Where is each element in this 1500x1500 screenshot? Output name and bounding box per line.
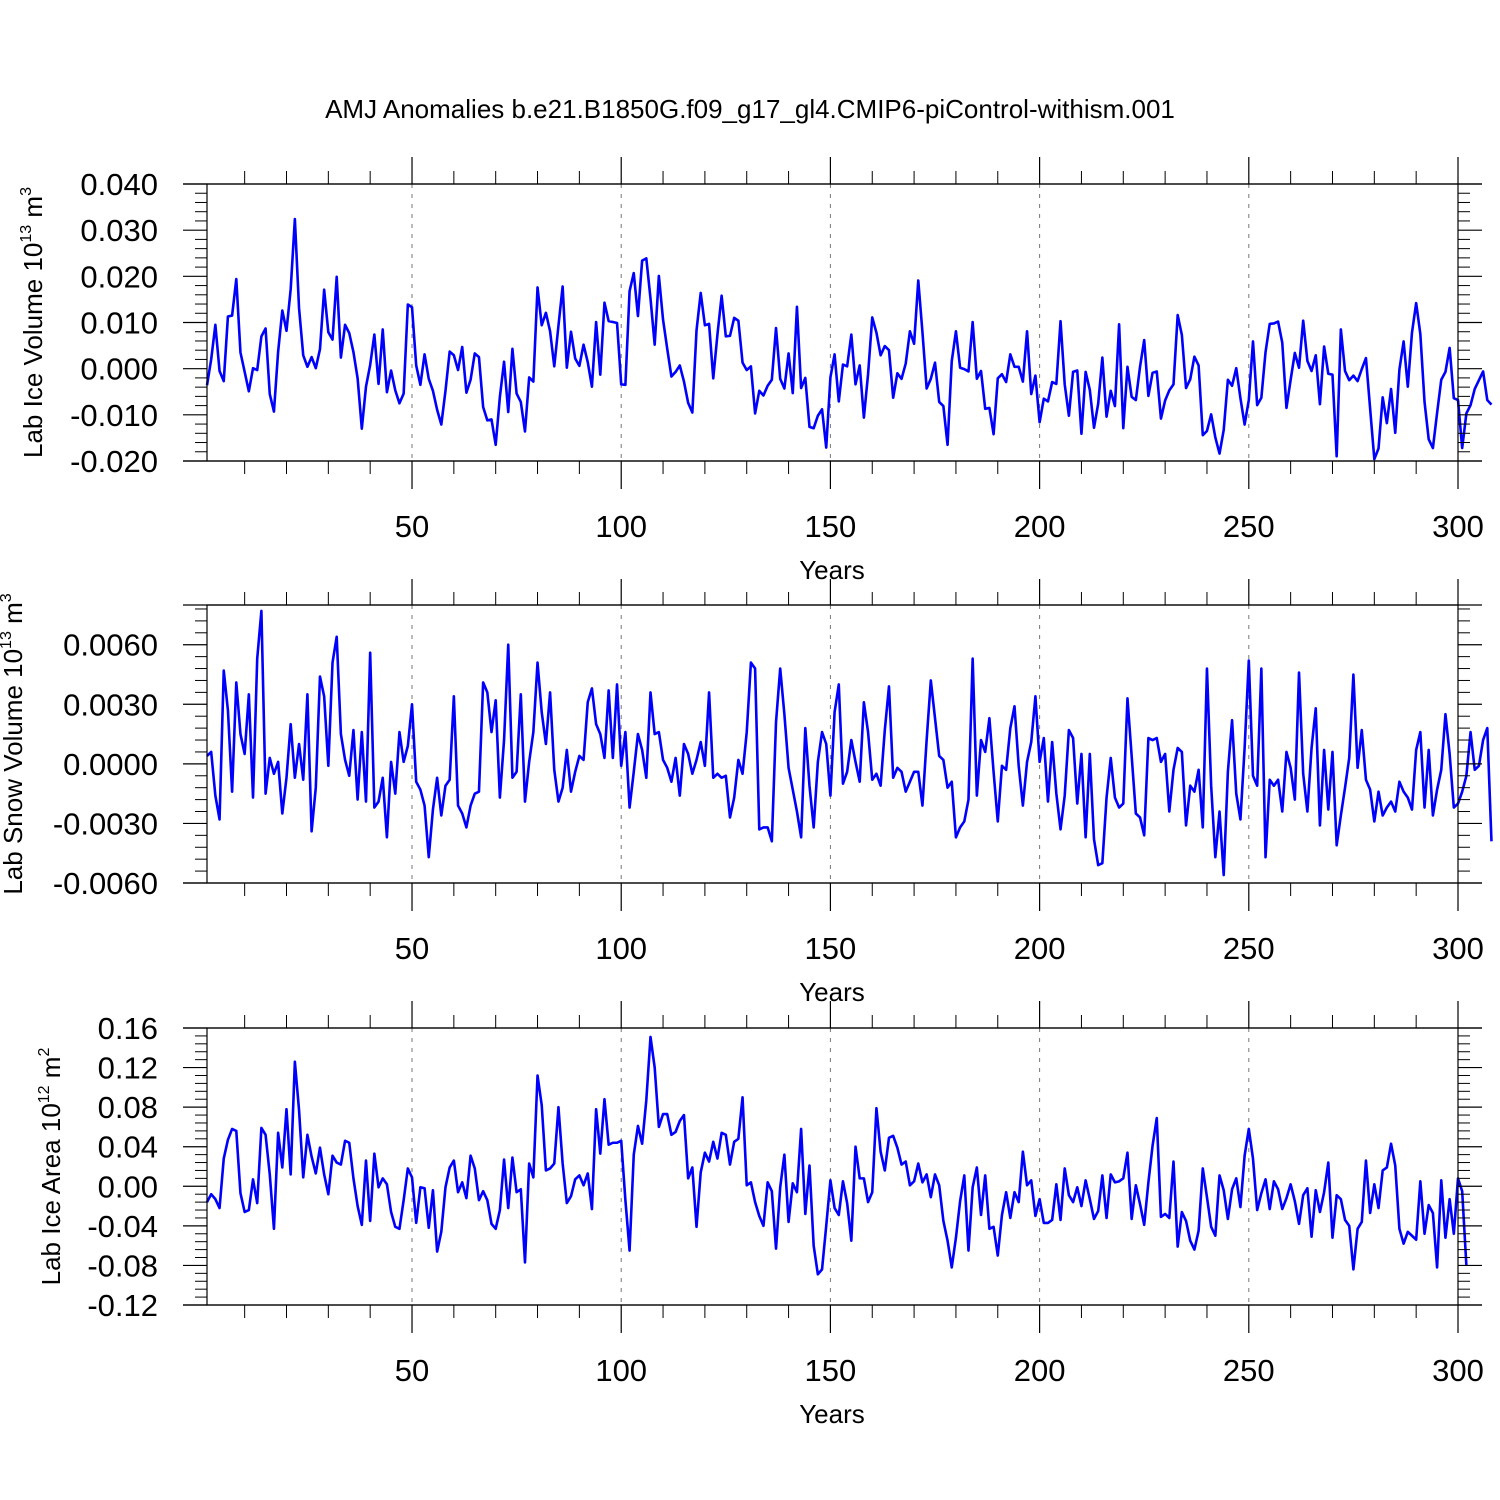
panel-ice-volume: -0.020 -0.010 0.000 0.010 0.020 0.030 0.040 50 1…: [18, 157, 1491, 585]
x-tick-label: 300: [1432, 509, 1484, 544]
plot-frame: [207, 1028, 1458, 1305]
x-tick-label: 50: [395, 509, 429, 544]
x-tick-label: 50: [395, 1353, 429, 1388]
plot-frame: [207, 184, 1458, 461]
x-axis-label: Years: [799, 555, 865, 585]
x-tick-label: 150: [805, 1353, 857, 1388]
x-tick-label: 150: [805, 509, 857, 544]
y-tick-label: 0.00: [98, 1169, 158, 1204]
y-tick-label: -0.04: [87, 1209, 158, 1244]
y-tick-label: 0.030: [80, 213, 158, 248]
x-tick-label: 100: [595, 1353, 647, 1388]
y-tick-label: 0.010: [80, 306, 158, 341]
y-tick-label: -0.020: [70, 444, 158, 479]
x-tick-label: 50: [395, 931, 429, 966]
y-tick-label: -0.08: [87, 1248, 158, 1283]
y-tick-label: 0.08: [98, 1090, 158, 1125]
y-tick-label: 0.040: [80, 167, 158, 202]
chart-root: -0.020 -0.010 0.000 0.010 0.020 0.030 0.040 50 1…: [0, 0, 1500, 1500]
x-tick-label: 250: [1223, 1353, 1275, 1388]
y-tick-label: -0.0030: [53, 806, 158, 841]
x-tick-label: 200: [1014, 509, 1066, 544]
y-tick-label: -0.010: [70, 398, 158, 433]
y-axis-label: Lab Ice Volume 1013 m3: [18, 187, 48, 458]
panel-snow-volume: -0.0060 -0.0030 0.0000 0.0030 0.0060 50 100 150…: [0, 579, 1491, 1007]
y-tick-label: 0.04: [98, 1130, 158, 1165]
x-tick-label: 150: [805, 931, 857, 966]
y-axis-label: Lab Ice Area 1012 m2: [36, 1048, 66, 1286]
x-tick-label: 250: [1223, 931, 1275, 966]
data-series-line: [207, 611, 1491, 875]
y-tick-label: -0.0060: [53, 866, 158, 901]
x-tick-label: 200: [1014, 931, 1066, 966]
y-tick-label: 0.12: [98, 1051, 158, 1086]
x-axis-label: Years: [799, 1399, 865, 1429]
y-tick-label: 0.000: [80, 352, 158, 387]
x-tick-label: 250: [1223, 509, 1275, 544]
x-tick-label: 300: [1432, 931, 1484, 966]
panel-ice-area: -0.12 -0.08 -0.04 0.00 0.04 0.08 0.12 0.16 50 100…: [36, 1001, 1484, 1429]
data-series-line: [207, 219, 1491, 459]
x-tick-label: 200: [1014, 1353, 1066, 1388]
x-tick-label: 300: [1432, 1353, 1484, 1388]
data-series-line: [207, 1037, 1466, 1274]
y-tick-label: 0.020: [80, 259, 158, 294]
y-tick-label: 0.0060: [63, 628, 158, 663]
y-tick-label: 0.0030: [63, 687, 158, 722]
x-axis-label: Years: [799, 977, 865, 1007]
x-tick-label: 100: [595, 509, 647, 544]
x-tick-label: 100: [595, 931, 647, 966]
y-tick-label: 0.16: [98, 1011, 158, 1046]
y-tick-label: 0.0000: [63, 747, 158, 782]
y-axis-label: Lab Snow Volume 1013 m3: [0, 593, 28, 894]
y-tick-label: -0.12: [87, 1288, 158, 1323]
